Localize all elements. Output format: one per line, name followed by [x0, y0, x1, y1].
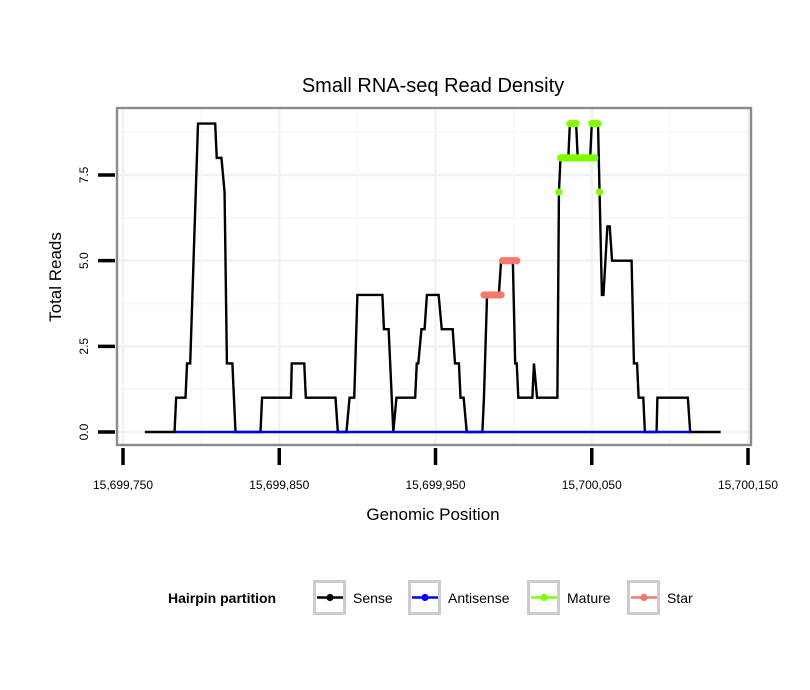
- chart-title: Small RNA-seq Read Density: [302, 75, 564, 97]
- panel-background: [117, 108, 751, 445]
- data-point-mature: [572, 120, 580, 128]
- panel-border: [115, 106, 753, 447]
- data-point-star: [497, 291, 505, 299]
- plot-panel: [117, 108, 751, 445]
- y-tick-label: 2.5: [77, 338, 91, 355]
- data-point-mature: [591, 154, 599, 162]
- legend-label: Star: [667, 590, 693, 606]
- y-tick-label: 7.5: [77, 166, 91, 183]
- data-point-mature: [595, 188, 604, 196]
- legend-key-point: [540, 593, 548, 602]
- x-axis-title: Genomic Position: [366, 505, 499, 524]
- x-tick-label: 15,700,150: [718, 478, 778, 492]
- legend-item-sense: Sense: [313, 580, 393, 615]
- y-tick-label: 0.0: [77, 423, 91, 440]
- data-point-mature: [594, 120, 602, 128]
- legend-key-point: [326, 593, 334, 602]
- y-tick-label: 5.0: [77, 252, 91, 269]
- x-tick-label: 15,699,950: [405, 478, 465, 492]
- y-axis-title: Total Reads: [46, 232, 65, 322]
- x-axis: 15,699,750 15,699,850 15,699,950 15,700,050…: [93, 448, 778, 492]
- legend-label: Mature: [567, 590, 611, 606]
- legend-label: Sense: [353, 590, 393, 606]
- data-point-mature: [555, 188, 563, 196]
- x-tick-label: 15,699,750: [93, 478, 153, 492]
- legend: Hairpin partition Sense Antisense Mature St…: [168, 580, 693, 615]
- legend-key-point: [640, 593, 648, 602]
- data-point-star: [513, 257, 521, 265]
- legend-key-point: [421, 593, 429, 602]
- legend-item-mature: Mature: [527, 580, 611, 615]
- legend-title: Hairpin partition: [168, 590, 276, 606]
- x-tick-label: 15,700,050: [562, 478, 622, 492]
- legend-item-star: Star: [627, 580, 693, 615]
- legend-item-antisense: Antisense: [408, 580, 510, 615]
- legend-label: Antisense: [448, 590, 510, 606]
- series-layer: [144, 120, 721, 434]
- y-axis: 0.0 2.5 5.0 7.5: [77, 166, 115, 440]
- x-tick-label: 15,699,850: [249, 478, 309, 492]
